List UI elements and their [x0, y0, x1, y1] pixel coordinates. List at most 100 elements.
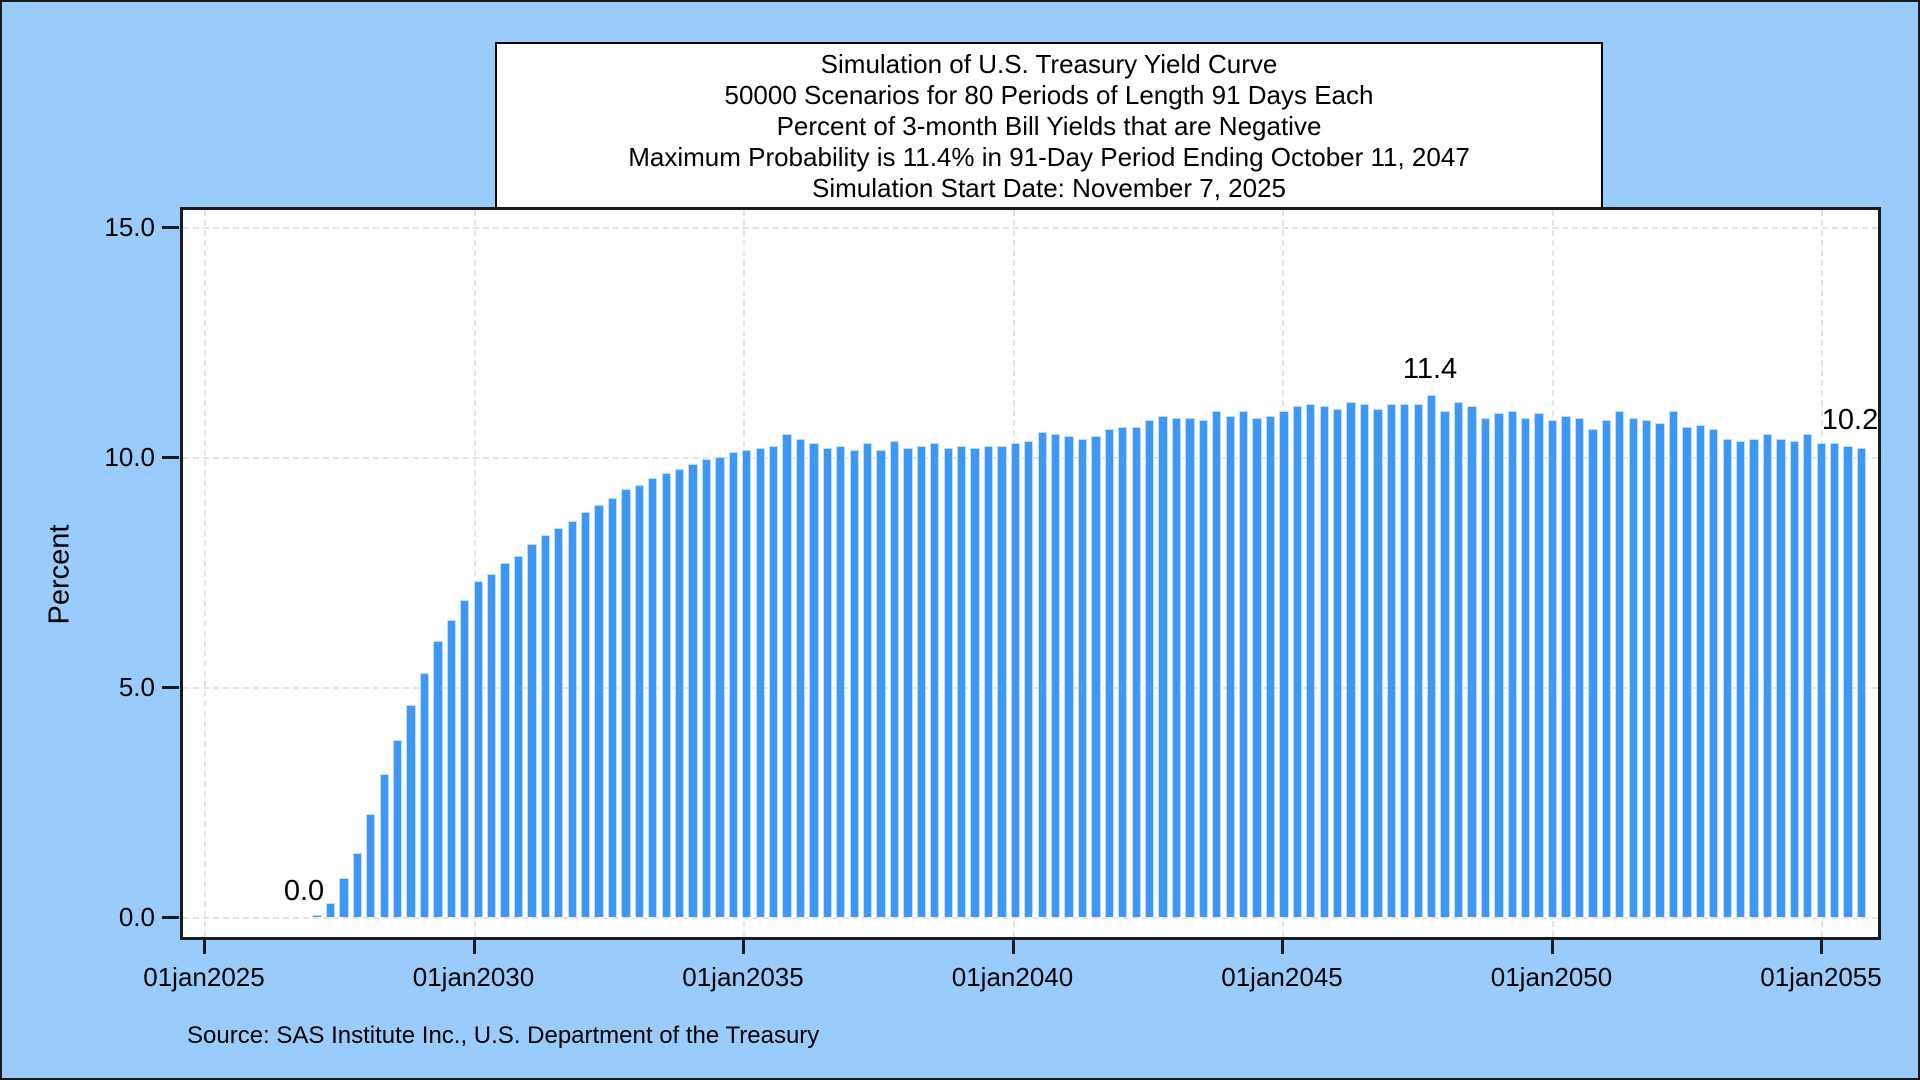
- y-tick-label-10.0: 10.0: [104, 442, 155, 472]
- bar: [1588, 429, 1598, 917]
- bar: [1507, 411, 1517, 917]
- x-tick-mark-2040: [1011, 940, 1015, 954]
- bar: [580, 512, 591, 917]
- bar: [889, 440, 900, 917]
- bar: [1615, 411, 1625, 917]
- bar: [473, 581, 483, 917]
- bar: [970, 447, 980, 917]
- bar: [1024, 440, 1034, 917]
- bar: [983, 445, 994, 917]
- chart-title-box: Simulation of U.S. Treasury Yield Curve …: [495, 42, 1603, 213]
- bar: [930, 443, 940, 917]
- bar: [1843, 445, 1853, 917]
- bar: [1158, 415, 1168, 917]
- bar: [339, 877, 349, 917]
- annotation-max-value: 11.4: [1402, 353, 1458, 385]
- bar: [1198, 420, 1209, 917]
- bar: [446, 620, 456, 917]
- bar: [1185, 417, 1195, 917]
- bar: [366, 813, 376, 917]
- bar: [1118, 427, 1128, 917]
- bar: [527, 544, 537, 917]
- x-tick-mark-2025: [203, 940, 206, 954]
- bar: [768, 445, 779, 917]
- x-tick-label-2045: 01jan2045: [1221, 962, 1343, 992]
- x-tick-mark-2055: [1820, 940, 1823, 954]
- bar: [406, 705, 416, 917]
- y-tick-label-5.0: 5.0: [118, 672, 155, 702]
- bar: [849, 450, 859, 917]
- bar: [1480, 417, 1491, 917]
- bar: [1735, 440, 1746, 917]
- bar: [661, 473, 671, 917]
- bar: [1212, 411, 1222, 917]
- bar: [634, 484, 644, 917]
- x-tick-label-2030: 01jan2030: [412, 962, 535, 992]
- bar: [916, 445, 927, 917]
- bar: [1521, 417, 1531, 917]
- bar: [567, 521, 577, 917]
- bar: [1453, 401, 1464, 917]
- bar: [594, 505, 604, 917]
- bar: [674, 468, 685, 917]
- bar: [1037, 431, 1047, 917]
- x-tick-label-2035: 01jan2035: [682, 962, 804, 992]
- bar: [809, 443, 819, 917]
- bar: [1225, 415, 1235, 917]
- bar: [957, 445, 967, 917]
- bar: [943, 447, 953, 917]
- bar: [1816, 443, 1826, 917]
- bar: [1547, 420, 1558, 917]
- bar: [1386, 404, 1397, 917]
- bar: [903, 447, 913, 917]
- bar: [1494, 413, 1504, 917]
- bar: [1131, 427, 1141, 917]
- bar: [997, 445, 1007, 917]
- source-note: Source: SAS Institute Inc., U.S. Departm…: [187, 1022, 820, 1049]
- x-tick-label-2050: 01jan2050: [1490, 962, 1613, 992]
- bar: [1695, 424, 1705, 917]
- bar: [513, 555, 524, 917]
- bar: [1279, 411, 1289, 917]
- bar: [822, 447, 833, 917]
- bar: [607, 498, 618, 917]
- bar: [1534, 413, 1544, 917]
- y-tick-label-0.0: 0.0: [118, 902, 155, 932]
- bar: [701, 459, 712, 917]
- y-tick-mark-0.0: [162, 916, 179, 919]
- bar: [1171, 417, 1182, 917]
- bar: [379, 774, 389, 917]
- bar: [1400, 404, 1410, 917]
- bar: [1319, 406, 1329, 917]
- y-tick-mark-15.0: [162, 226, 179, 229]
- bar: [1427, 394, 1437, 917]
- bar: [486, 574, 497, 917]
- bar: [1306, 404, 1316, 917]
- bar: [1628, 417, 1638, 917]
- bar: [1749, 438, 1759, 917]
- v-gridline-2030: [473, 210, 476, 937]
- title-line-1: Simulation of U.S. Treasury Yield Curve: [820, 49, 1278, 79]
- bar: [782, 434, 792, 917]
- h-gridline-0.0: [183, 917, 1878, 919]
- bar: [1789, 440, 1799, 917]
- bar: [1265, 415, 1276, 917]
- bar: [1064, 436, 1074, 917]
- x-tick-mark-2045: [1281, 940, 1284, 954]
- bar: [1467, 406, 1477, 917]
- bar: [1346, 401, 1356, 917]
- bar: [1373, 408, 1383, 917]
- bar: [325, 903, 336, 917]
- bar: [1722, 438, 1732, 917]
- bar: [862, 443, 873, 917]
- h-gridline-15.0: [183, 227, 1878, 229]
- bar: [1641, 420, 1652, 917]
- bar: [1091, 436, 1101, 917]
- bar: [1709, 429, 1719, 917]
- bar: [500, 562, 510, 917]
- bar: [715, 457, 725, 917]
- v-gridline-2025: [204, 210, 206, 937]
- bar: [1574, 417, 1585, 917]
- plot-area: [180, 207, 1881, 940]
- bar: [1668, 411, 1679, 917]
